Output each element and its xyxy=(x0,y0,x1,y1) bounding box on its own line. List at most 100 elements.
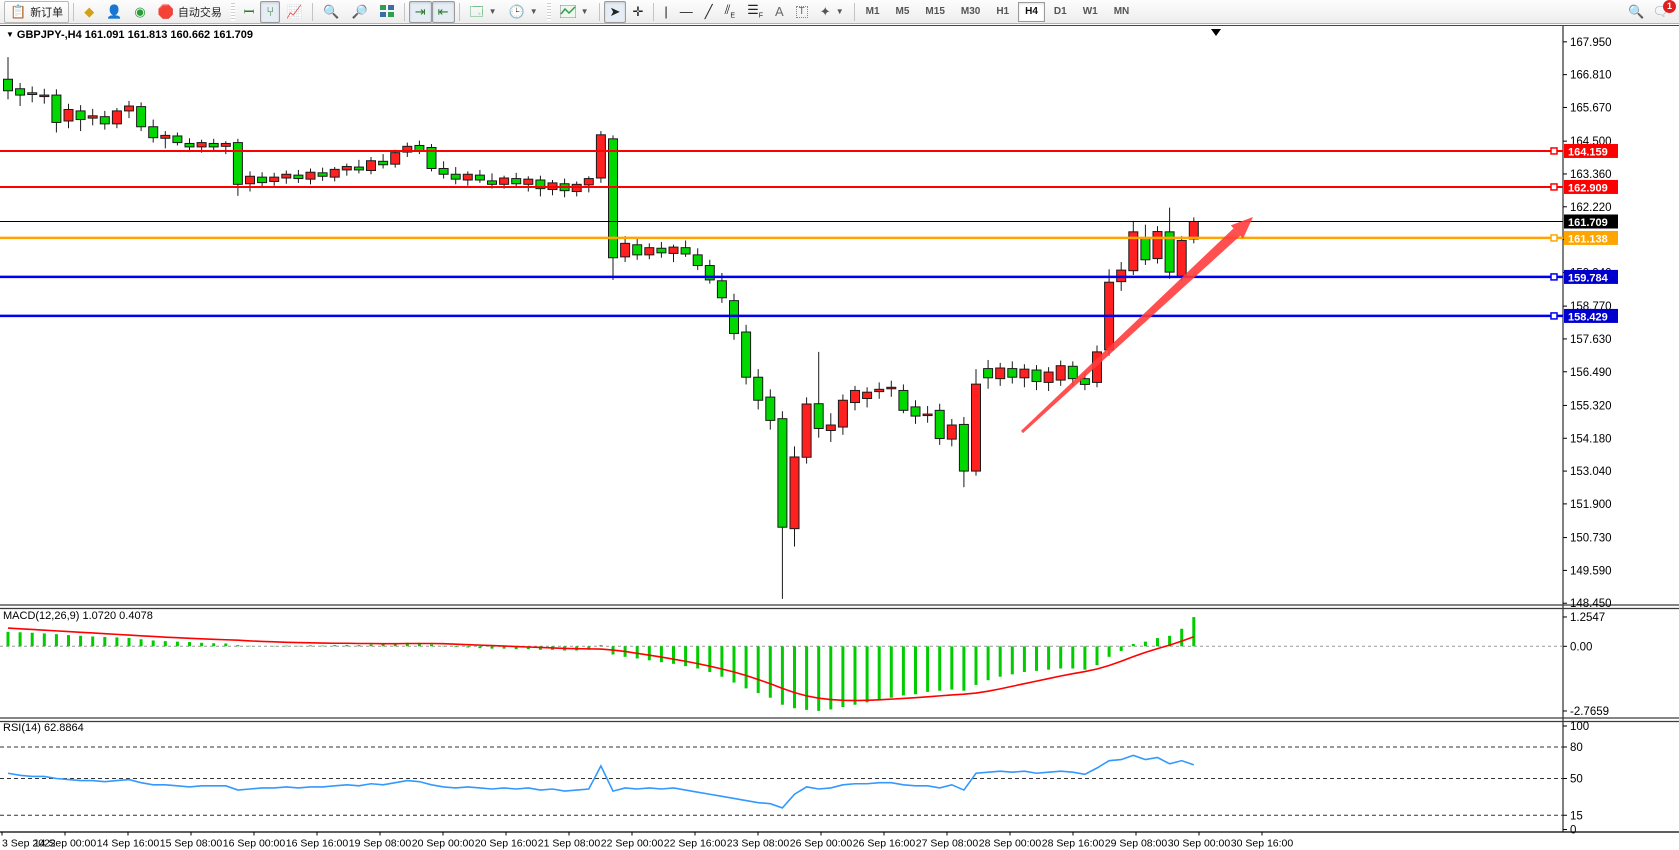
timeframe-h4-button[interactable]: H4 xyxy=(1018,1,1045,22)
hline-164.159[interactable] xyxy=(0,147,1563,155)
toolbar-grip xyxy=(546,2,551,21)
separator xyxy=(312,2,314,21)
candle xyxy=(1128,220,1139,276)
timeframe-h1-button[interactable]: H1 xyxy=(996,6,1010,17)
terminal-button[interactable]: 👤 xyxy=(100,1,128,23)
price-tick-label: 153.040 xyxy=(1570,466,1612,478)
candle xyxy=(922,406,933,423)
hline-159.784[interactable] xyxy=(0,273,1563,281)
trend-arrow-annotation[interactable] xyxy=(1020,217,1253,434)
candle-body-bear xyxy=(753,376,764,401)
date-label: 30 Sep 16:00 xyxy=(1231,838,1294,850)
auto-trading-button[interactable]: 🛑 自动交易 xyxy=(152,1,228,23)
candle xyxy=(281,170,292,184)
timeframe-m30-button[interactable]: M30 xyxy=(960,6,981,17)
chart-canvas[interactable]: 167.950166.810165.670164.500163.360162.2… xyxy=(0,24,1679,850)
cursor-tool-button[interactable]: ➤ xyxy=(603,0,627,23)
notifications-button[interactable]: 🗨 1 xyxy=(1652,0,1676,19)
indicators-button[interactable]: ▼ xyxy=(554,1,595,23)
new-order-button[interactable]: 📋 新订单 xyxy=(4,0,70,23)
candle-body-bear xyxy=(680,247,691,255)
date-label: 20 Sep 00:00 xyxy=(412,838,475,850)
auto-scroll-button[interactable]: ⇥ xyxy=(408,0,432,23)
hline-tool-button[interactable]: — xyxy=(674,1,699,23)
price-badge xyxy=(1564,308,1618,323)
price-tick-label: 154.180 xyxy=(1570,433,1612,445)
rsi-tick-label: 0 xyxy=(1570,825,1576,837)
candle-body-bull xyxy=(620,242,631,258)
price-badge-164.159: 164.159 xyxy=(1564,143,1618,158)
collapse-arrow-icon[interactable]: ▼ xyxy=(6,30,14,39)
tile-windows-button[interactable] xyxy=(374,1,400,23)
price-tick-label: 155.320 xyxy=(1570,400,1612,412)
crosshair-icon: ✛ xyxy=(632,4,644,19)
candle-body-bull xyxy=(825,424,836,431)
search-icon[interactable]: 🔍 xyxy=(1628,4,1645,19)
candle-body-bear xyxy=(608,138,618,259)
arrows-tool-button[interactable]: ✦ ▼ xyxy=(814,1,850,23)
macd-tick-label: 0.00 xyxy=(1570,641,1592,653)
hline-162.909[interactable] xyxy=(0,183,1563,191)
fibonacci-tool-button[interactable]: ☰F xyxy=(741,1,769,23)
hline-handle[interactable] xyxy=(1550,183,1558,191)
candle-body-bear xyxy=(704,265,715,281)
candle xyxy=(414,140,425,155)
candle-body-bull xyxy=(874,388,885,393)
profiles-button[interactable]: ◆ xyxy=(78,1,100,23)
macd-indicator-label: MACD(12,26,9) 1.0720 0.4078 xyxy=(3,610,153,622)
hline-handle[interactable] xyxy=(1550,234,1558,242)
candle-body-bear xyxy=(656,247,667,254)
timeframe-d1-button[interactable]: D1 xyxy=(1053,6,1067,17)
candlestick-mode-button[interactable]: ⑂ xyxy=(260,0,281,23)
candle xyxy=(1164,207,1175,279)
candle-body-bull xyxy=(862,391,873,400)
timeframe-group: M1 M5 M15 M30 H1 H4 D1 W1 MN xyxy=(859,1,1137,22)
signals-button[interactable]: ◉ xyxy=(128,1,151,23)
auto-scroll-icon: ⇥ xyxy=(414,4,426,19)
candle-body-bull xyxy=(1019,368,1030,379)
candle-body-bull xyxy=(281,173,292,179)
hline-158.429[interactable] xyxy=(0,312,1563,320)
hline-161.138[interactable] xyxy=(0,234,1563,242)
chart-shift-button[interactable]: ⇤ xyxy=(431,0,455,23)
crosshair-tool-button[interactable]: ✛ xyxy=(626,1,649,23)
text-label-tool-button[interactable]: T xyxy=(790,1,814,23)
date-label: 3 Sep 2022 xyxy=(2,838,56,850)
zoom-in-button[interactable]: 🔍 xyxy=(317,1,345,23)
candle xyxy=(51,89,62,133)
hline-handle[interactable] xyxy=(1550,273,1558,281)
candle-body-bear xyxy=(450,173,461,180)
timeframe-m5-button[interactable]: M5 xyxy=(895,6,910,17)
timeframe-m15-button[interactable]: M15 xyxy=(925,6,945,17)
zoom-out-button[interactable]: 🔎 xyxy=(346,1,374,23)
timeframe-w1-button[interactable]: W1 xyxy=(1082,6,1098,17)
price-badge xyxy=(1564,230,1618,245)
text-tool-button[interactable]: A xyxy=(769,1,790,23)
channel-tool-button[interactable]: ⫽E xyxy=(719,1,741,23)
candle-body-bear xyxy=(487,180,497,185)
line-chart-mode-button[interactable]: 📈 xyxy=(280,1,308,23)
hline-handle[interactable] xyxy=(1550,312,1558,320)
candle-body-bull xyxy=(946,424,957,440)
new-chart-button[interactable]: 🗔 ▼ xyxy=(464,1,503,23)
candle-body-bull xyxy=(668,246,679,254)
candle-body-bull xyxy=(1176,239,1187,277)
bar-chart-mode-button[interactable]: 𝄩 xyxy=(238,1,260,23)
timeframe-mn-button[interactable]: MN xyxy=(1113,6,1130,17)
candle-body-bull xyxy=(886,386,897,390)
period-button[interactable]: 🕒 ▼ xyxy=(503,1,544,23)
candle-body-bear xyxy=(426,146,437,169)
timeframe-m1-button[interactable]: M1 xyxy=(865,6,880,17)
zoom-out-icon: 🔎 xyxy=(351,4,368,19)
trendline-tool-button[interactable]: ╱ xyxy=(699,1,719,23)
vline-tool-button[interactable]: | xyxy=(658,1,673,23)
hline-handle[interactable] xyxy=(1550,147,1558,155)
candle-body-bear xyxy=(184,142,195,148)
price-badge-label: 159.784 xyxy=(1568,272,1609,284)
separator xyxy=(458,2,460,21)
sell-marker-icon[interactable] xyxy=(1211,29,1221,36)
price-tick-label: 163.360 xyxy=(1570,169,1612,181)
candle-body-bull xyxy=(595,134,606,179)
candle xyxy=(862,387,873,408)
price-badge-label: 161.709 xyxy=(1568,217,1608,229)
